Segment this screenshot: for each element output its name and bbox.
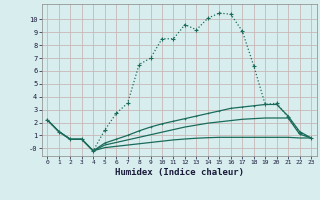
X-axis label: Humidex (Indice chaleur): Humidex (Indice chaleur)	[115, 168, 244, 177]
